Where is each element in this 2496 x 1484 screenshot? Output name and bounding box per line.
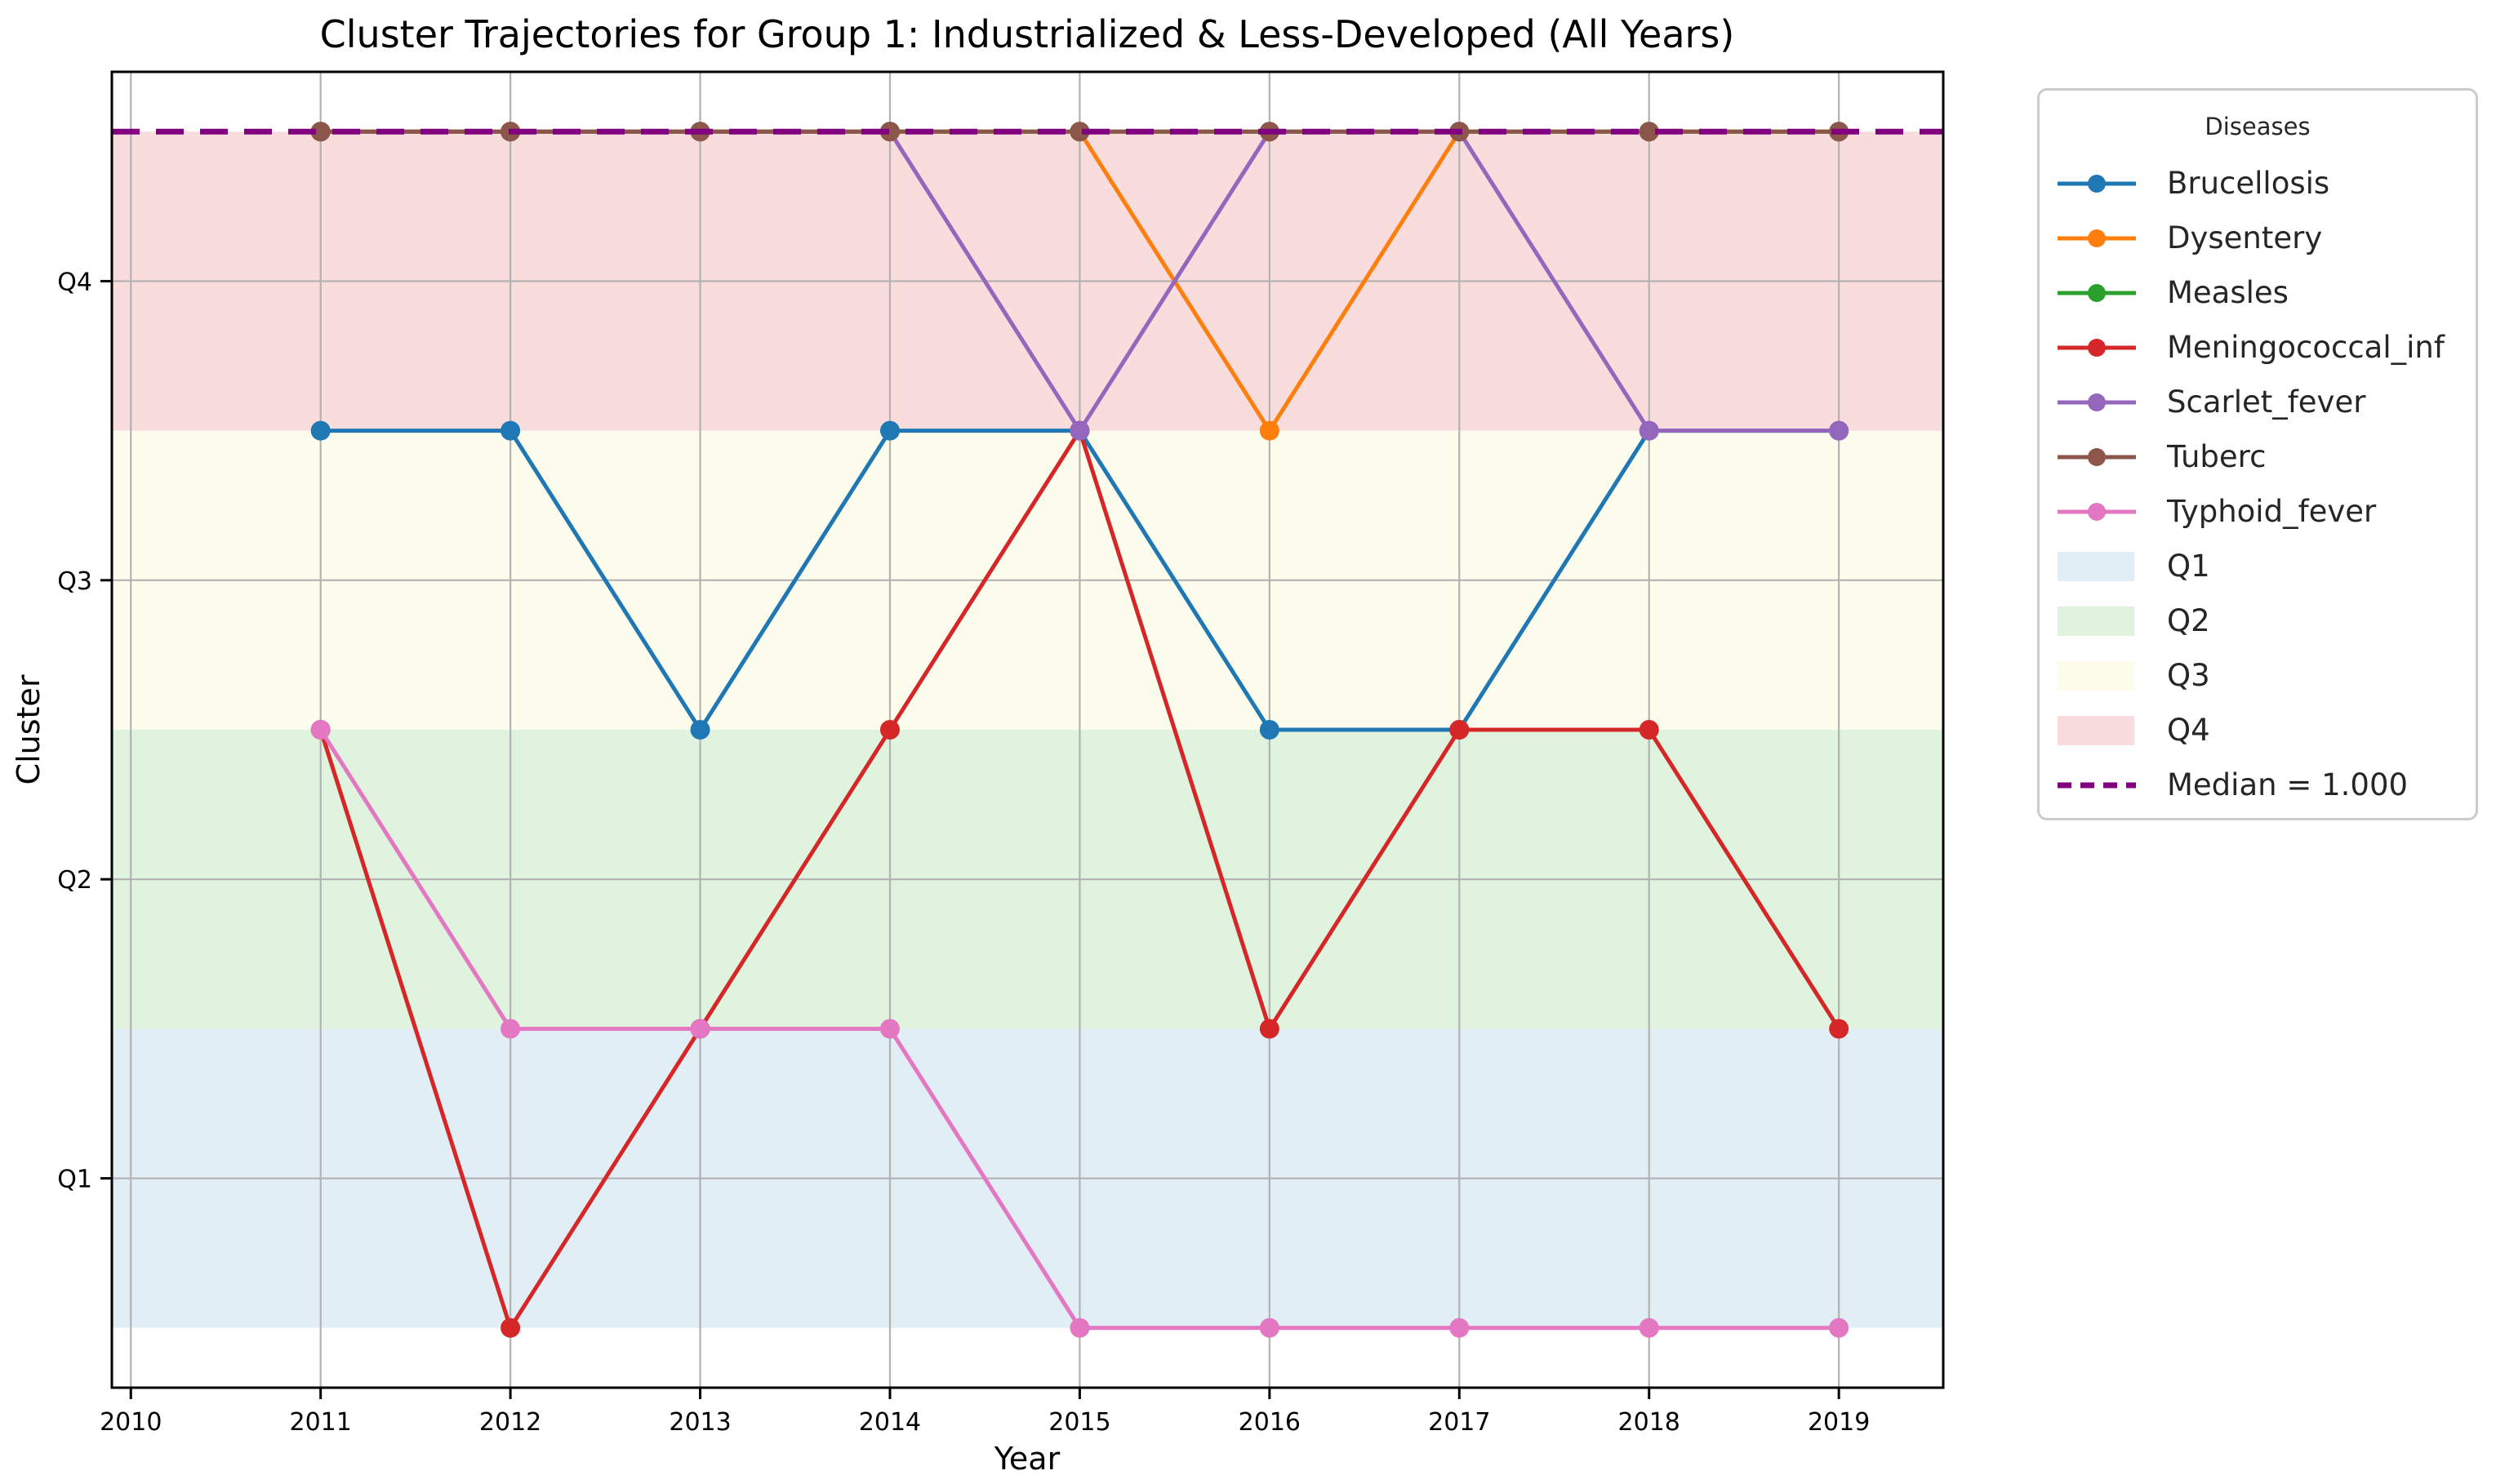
legend-entry-label: Measles (2167, 275, 2289, 310)
legend-entry-q3: Q3 (2056, 648, 2476, 703)
legend-entry-q1: Q1 (2056, 539, 2476, 593)
x-tick-label: 2013 (669, 1408, 731, 1437)
legend-entry-meningococcal-inf: Meningococcal_inf (2056, 320, 2476, 375)
data-point-marker (310, 122, 331, 142)
series-typhoid_fever (310, 720, 1849, 1338)
data-point-marker (501, 1317, 521, 1338)
legend-line-marker-swatch (2056, 166, 2146, 202)
x-tick-label: 2016 (1239, 1408, 1301, 1437)
data-point-marker (310, 720, 331, 740)
legend-patch-swatch (2056, 549, 2146, 584)
x-tick-label: 2014 (859, 1408, 921, 1437)
data-point-marker (1259, 1317, 1279, 1338)
legend-entry-label: Typhoid_fever (2167, 494, 2377, 529)
data-point-marker (1829, 420, 1849, 441)
legend-entry-brucellosis: Brucellosis (2056, 156, 2476, 211)
series-lines (310, 122, 1849, 1338)
y-tick-label: Q4 (57, 268, 92, 296)
legend-line-marker-swatch (2056, 439, 2146, 475)
x-tick-label: 2015 (1048, 1408, 1110, 1437)
data-point-marker (1639, 720, 1659, 740)
data-point-marker (1070, 122, 1090, 142)
data-point-marker (1259, 1019, 1279, 1039)
legend-patch-swatch (2056, 713, 2146, 749)
legend-patch-swatch (2056, 603, 2146, 639)
data-point-marker (1639, 1317, 1659, 1338)
legend-title: Diseases (2205, 113, 2311, 140)
data-point-marker (310, 420, 331, 441)
x-tick-label: 2012 (479, 1408, 541, 1437)
legend-entry-scarlet-fever: Scarlet_fever (2056, 375, 2476, 429)
legend-entry-dysentery: Dysentery (2056, 211, 2476, 265)
data-point-marker (879, 1019, 900, 1039)
data-point-marker (501, 420, 521, 441)
legend-line-marker-swatch (2056, 494, 2146, 530)
data-point-marker (690, 1019, 710, 1039)
legend-entry-tuberc: Tuberc (2056, 429, 2476, 484)
legend-entry-typhoid-fever: Typhoid_fever (2056, 484, 2476, 539)
quartile-bands (112, 131, 1943, 1328)
legend: Diseases Brucellosis Dysentery Measles Meni… (2037, 88, 2478, 820)
legend-entry-label: Median = 1.000 (2167, 767, 2409, 802)
legend-entry-label: Q3 (2167, 658, 2210, 693)
legend-dashed-line-swatch (2056, 767, 2146, 803)
legend-line-marker-swatch (2056, 220, 2146, 256)
legend-entry-q2: Q2 (2056, 593, 2476, 648)
y-axis-label: Cluster (11, 674, 47, 784)
x-tick-label: 2011 (289, 1408, 351, 1437)
legend-line-marker-swatch (2056, 330, 2146, 366)
x-tick-label: 2017 (1428, 1408, 1490, 1437)
x-tick-label: 2018 (1618, 1408, 1680, 1437)
legend-line-marker-swatch (2056, 384, 2146, 420)
legend-entry-label: Q1 (2167, 549, 2210, 584)
legend-entry-label: Scarlet_fever (2167, 384, 2366, 420)
legend-line-marker-swatch (2056, 275, 2146, 311)
chart-title: Cluster Trajectories for Group 1: Indust… (320, 12, 1735, 56)
data-point-marker (1639, 420, 1659, 441)
x-tick-label: 2010 (100, 1408, 162, 1437)
axes: 2010 2011 2012 2013 2014 2015 2016 2017 2018 2019… (57, 70, 1945, 1437)
legend-entry-median-1-000: Median = 1.000 (2056, 758, 2476, 812)
legend-entry-label: Q2 (2167, 603, 2210, 638)
legend-entry-label: Meningococcal_inf (2167, 330, 2445, 365)
data-point-marker (1639, 122, 1659, 142)
legend-entry-label: Tuberc (2167, 439, 2267, 474)
data-point-marker (1259, 720, 1279, 740)
data-point-marker (1829, 1019, 1849, 1039)
data-point-marker (501, 1019, 521, 1039)
legend-entry-q4: Q4 (2056, 703, 2476, 758)
plot-frame (110, 70, 1945, 1389)
legend-patch-swatch (2056, 658, 2146, 694)
y-tick-label: Q3 (57, 567, 92, 596)
data-point-marker (879, 122, 900, 142)
data-point-marker (879, 720, 900, 740)
legend-rows: Brucellosis Dysentery Measles Meningococcal… (2056, 156, 2476, 812)
x-axis-label: Year (994, 1441, 1061, 1477)
x-tick-label: 2019 (1808, 1408, 1870, 1437)
data-point-marker (1829, 1317, 1849, 1338)
y-tick-label: Q1 (57, 1166, 92, 1194)
data-point-marker (1259, 420, 1279, 441)
y-tick-label: Q2 (57, 866, 92, 895)
data-point-marker (1449, 720, 1470, 740)
legend-entry-label: Dysentery (2167, 220, 2323, 255)
data-point-marker (1070, 1317, 1090, 1338)
data-point-marker (1449, 1317, 1470, 1338)
legend-entry-label: Brucellosis (2167, 166, 2330, 201)
data-point-marker (690, 720, 710, 740)
legend-entry-measles: Measles (2056, 265, 2476, 320)
data-point-marker (1070, 420, 1090, 441)
data-point-marker (879, 420, 900, 441)
legend-entry-label: Q4 (2167, 713, 2210, 748)
